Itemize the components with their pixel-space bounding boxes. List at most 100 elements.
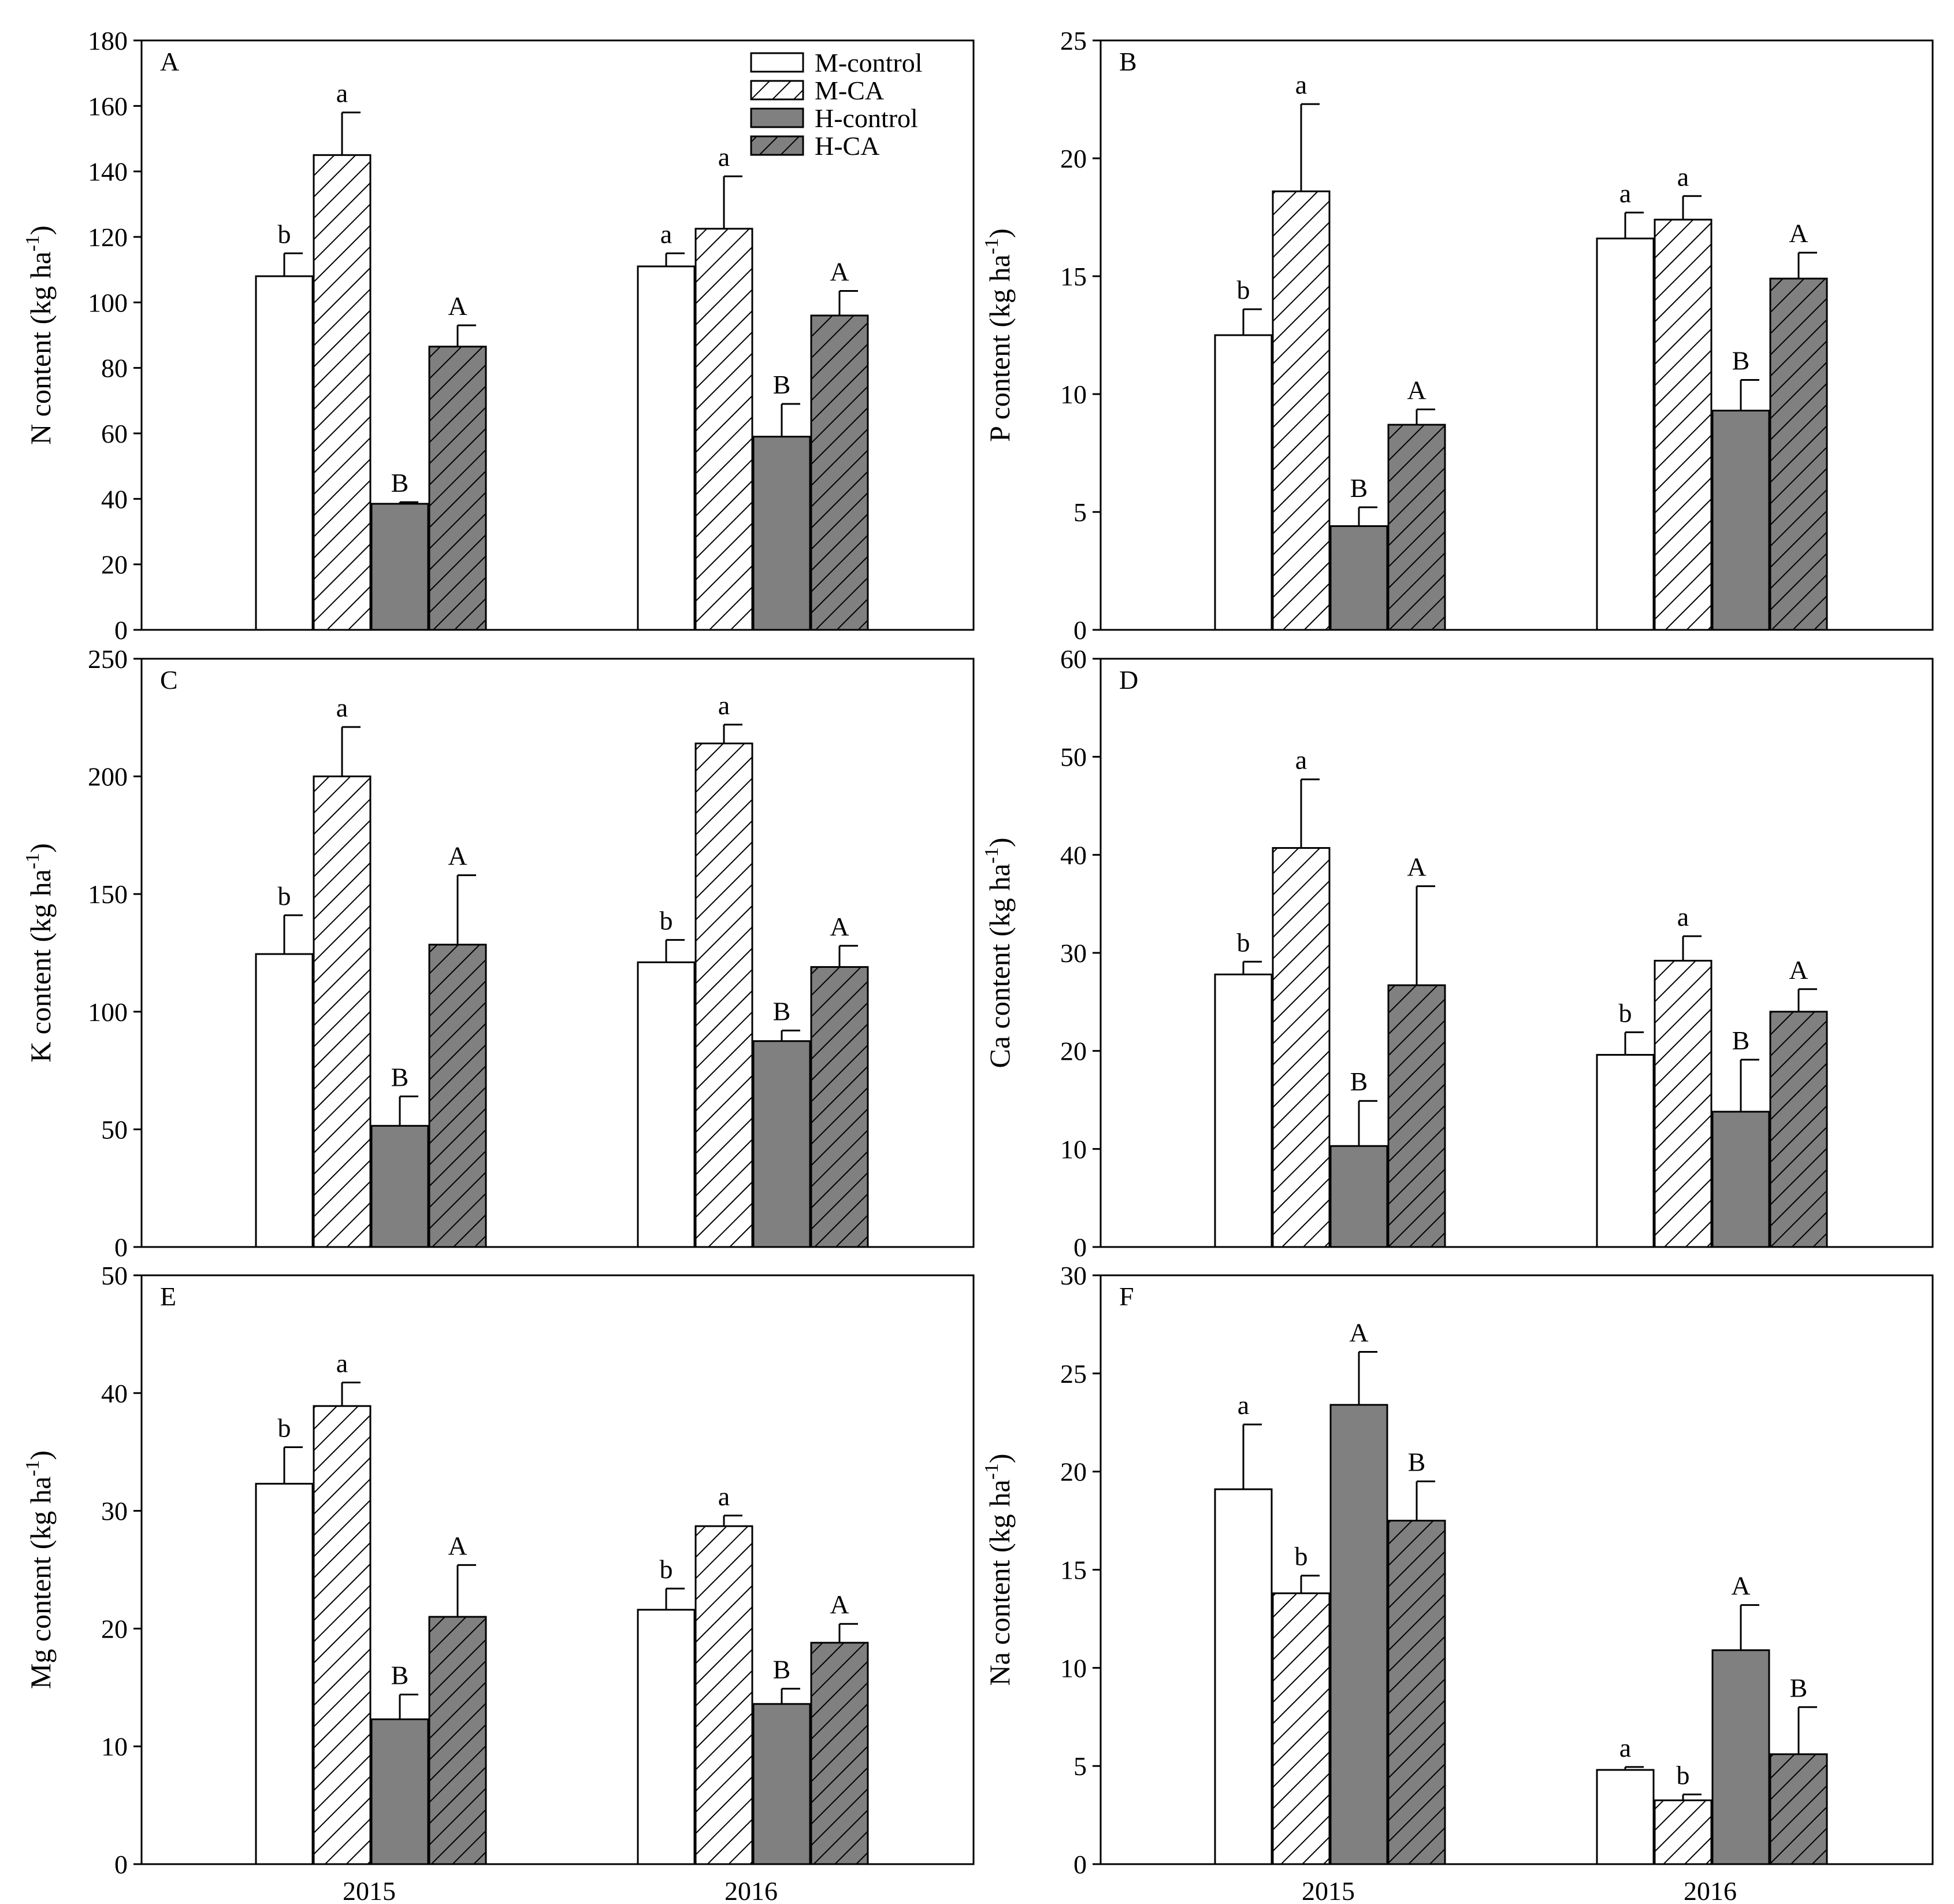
panel-c: 0 50 100 150 200 250 K content (kg ha-1) Cb b a a B… xyxy=(22,644,975,1262)
significance-letter: a xyxy=(1619,1733,1631,1762)
y-tick-label: 25 xyxy=(1060,26,1087,55)
y-tick-label: 80 xyxy=(101,354,128,383)
significance-letter: B xyxy=(1350,1067,1368,1096)
legend-swatch-m-ca xyxy=(750,80,804,101)
y-tick-label: 150 xyxy=(88,879,128,909)
significance-letter: B xyxy=(1408,1448,1426,1477)
bar-m-control-2015 xyxy=(255,953,314,1248)
x-tick-label: 2016 xyxy=(725,1876,778,1904)
x-tick-label: 2015 xyxy=(1302,1876,1355,1904)
y-axis-title-text: Ca content (kg ha xyxy=(983,863,1016,1068)
y-tick-label: 120 xyxy=(88,222,128,252)
bar-h-control-2016 xyxy=(1711,410,1770,631)
significance-letter: B xyxy=(391,1062,409,1092)
y-tick-label: 40 xyxy=(1060,840,1087,870)
y-tick-label: 20 xyxy=(101,550,128,580)
y-tick-label: 15 xyxy=(1060,1556,1087,1585)
bar-m-ca-2016 xyxy=(1654,960,1712,1248)
y-axis-title: K content (kg ha-1) xyxy=(22,843,57,1063)
y-tick-label: 250 xyxy=(88,644,128,674)
bar-h-ca-2015 xyxy=(428,1616,487,1865)
significance-letter: a xyxy=(718,691,730,720)
significance-letter: b xyxy=(1677,1760,1690,1790)
bar-h-ca-2015 xyxy=(428,346,487,631)
legend-label-m-control: M-control xyxy=(815,48,923,77)
y-tick-label: 0 xyxy=(1073,615,1087,645)
y-tick-label: 140 xyxy=(88,157,128,187)
bar-m-ca-2015 xyxy=(313,1405,372,1865)
bar-h-ca-2016 xyxy=(810,314,869,631)
y-axis-title-superscript: -1 xyxy=(981,238,1002,254)
panel-label: A xyxy=(160,47,179,76)
bar-h-ca-2016 xyxy=(1769,1753,1828,1865)
significance-letter: B xyxy=(391,468,409,498)
bar-m-control-2015 xyxy=(255,1483,314,1865)
bar-m-ca-2015 xyxy=(313,154,372,631)
bar-h-ca-2015 xyxy=(1387,984,1446,1248)
y-axis-title-close: ) xyxy=(983,1454,1016,1464)
significance-letter: A xyxy=(1789,955,1808,985)
plot-frame xyxy=(1099,39,1934,631)
bar-m-control-2016 xyxy=(637,961,696,1248)
y-axis-title: Mg content (kg ha-1) xyxy=(22,1450,57,1689)
significance-letter: A xyxy=(1407,376,1426,405)
panel-label: E xyxy=(160,1282,176,1311)
panel-d: 0 10 20 30 40 50 60 Ca content (kg ha-1) Db b a a B B… xyxy=(981,644,1934,1262)
y-tick-label: 30 xyxy=(1060,938,1087,968)
significance-letter: b xyxy=(1237,927,1250,957)
x-tick-label: 2015 xyxy=(343,1876,396,1904)
y-tick-label: 30 xyxy=(1060,1261,1087,1290)
panel-label: D xyxy=(1119,665,1138,695)
significance-letter: B xyxy=(773,1654,791,1684)
y-axis-title-close: ) xyxy=(983,837,1016,847)
y-tick-label: 60 xyxy=(101,419,128,448)
y-tick-label: 50 xyxy=(101,1261,128,1290)
y-tick-label: 10 xyxy=(1060,1134,1087,1164)
bar-h-ca-2016 xyxy=(810,966,869,1248)
legend-label-h-ca: H-CA xyxy=(815,131,879,161)
bar-h-control-2015 xyxy=(1329,1145,1388,1248)
bar-m-control-2016 xyxy=(1596,237,1655,631)
significance-letter: b xyxy=(660,1554,673,1584)
significance-letter: B xyxy=(391,1661,409,1690)
significance-letter: A xyxy=(1731,1571,1750,1601)
bar-m-ca-2016 xyxy=(1654,1799,1712,1865)
y-tick-label: 160 xyxy=(88,91,128,121)
bar-m-control-2016 xyxy=(1596,1769,1655,1865)
significance-letter: a xyxy=(718,1482,730,1511)
bar-h-ca-2015 xyxy=(428,944,487,1248)
legend-swatch-m-control xyxy=(750,52,804,73)
bar-m-ca-2015 xyxy=(1272,190,1331,631)
y-axis-title-superscript: -1 xyxy=(22,235,43,251)
y-tick-label: 40 xyxy=(101,1379,128,1408)
significance-letter: a xyxy=(336,693,348,722)
y-tick-label: 0 xyxy=(1073,1850,1087,1879)
significance-letter: a xyxy=(660,219,672,248)
y-axis-title-close: ) xyxy=(24,1450,57,1460)
bar-m-ca-2016 xyxy=(694,1525,753,1865)
bar-h-control-2015 xyxy=(1329,525,1388,631)
y-tick-label: 0 xyxy=(114,1233,128,1262)
bar-h-ca-2016 xyxy=(810,1642,869,1865)
significance-letter: A xyxy=(448,291,467,321)
panel-label: B xyxy=(1119,47,1137,76)
significance-letter: A xyxy=(1407,852,1426,882)
y-axis-title-text: Na content (kg ha xyxy=(983,1480,1016,1686)
y-axis-title-superscript: -1 xyxy=(981,1463,1002,1479)
significance-letter: b xyxy=(278,219,291,248)
significance-letter: a xyxy=(1295,70,1307,99)
bar-h-control-2016 xyxy=(752,436,811,631)
significance-letter: B xyxy=(1350,473,1368,503)
significance-letter: b xyxy=(278,1413,291,1443)
significance-letter: b xyxy=(660,906,673,936)
bar-h-control-2016 xyxy=(752,1040,811,1248)
significance-letter: a xyxy=(1238,1390,1249,1420)
y-tick-label: 20 xyxy=(101,1614,128,1643)
bar-m-control-2016 xyxy=(1596,1053,1655,1248)
significance-letter: B xyxy=(1732,1026,1750,1055)
panel-a: 0 20 40 60 80 100 120 140 160 180 N content (kg ha… xyxy=(22,26,975,645)
significance-letter: A xyxy=(1789,218,1808,248)
significance-letter: a xyxy=(1295,745,1307,775)
bar-h-control-2015 xyxy=(1329,1404,1388,1865)
